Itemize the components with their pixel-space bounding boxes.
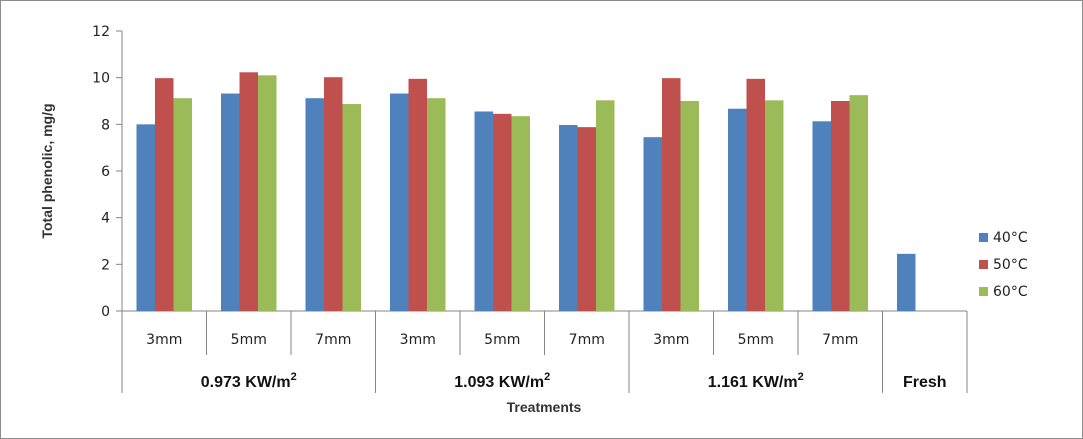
bar <box>155 78 174 311</box>
bar <box>559 125 578 312</box>
bar-layer <box>136 72 916 312</box>
bar <box>493 113 512 311</box>
bar <box>258 75 277 311</box>
bar <box>831 101 850 311</box>
x-tick-label: 5mm <box>738 332 774 348</box>
y-tick-label: 6 <box>101 164 110 180</box>
y-axis-title: Total phenolic, mg/g <box>39 103 55 238</box>
y-tick-label: 12 <box>92 24 110 40</box>
bar <box>173 98 192 311</box>
legend-label: 60°C <box>993 284 1028 300</box>
legend-swatch <box>979 287 988 296</box>
bar <box>728 108 747 311</box>
bar <box>390 93 409 312</box>
x-tick-label: 7mm <box>822 332 858 348</box>
bar <box>408 78 427 311</box>
legend-swatch <box>979 260 988 269</box>
x-tick-label: 5mm <box>231 332 267 348</box>
bar <box>897 253 916 311</box>
x-tick-label: 7mm <box>315 332 351 348</box>
bar <box>342 104 361 312</box>
bar <box>474 111 493 311</box>
x-tick-label: 3mm <box>400 332 436 348</box>
bar <box>662 78 681 311</box>
bar <box>643 137 662 311</box>
group-label: 0.973 KW/m2 <box>201 371 297 391</box>
x-tick-label: 3mm <box>146 332 182 348</box>
legend-label: 40°C <box>993 230 1028 246</box>
bar <box>746 78 765 311</box>
bar <box>221 93 240 312</box>
x-axis-title: Treatments <box>507 399 582 415</box>
legend-swatch <box>979 233 988 242</box>
bar <box>305 98 324 311</box>
legend-label: 50°C <box>993 257 1028 273</box>
y-tick-label: 4 <box>101 211 110 227</box>
x-tick-label: 3mm <box>653 332 689 348</box>
x-tick-label: 7mm <box>569 332 605 348</box>
bar <box>680 101 699 311</box>
bar <box>577 127 596 311</box>
bar <box>239 72 258 311</box>
legend: 40°C 50°C 60°C <box>979 230 1028 300</box>
group-label: 1.161 KW/m2 <box>708 371 804 391</box>
bar <box>849 95 868 312</box>
bar <box>427 98 446 311</box>
group-label: Fresh <box>903 374 947 391</box>
bar <box>324 77 343 311</box>
group-label: 1.093 KW/m2 <box>454 371 550 391</box>
bar <box>765 100 784 311</box>
x-tick-label: 5mm <box>484 332 520 348</box>
bar <box>511 116 530 312</box>
label-layer: 0 2 4 6 8 10 12 3mm 5mm 7mm 3mm 5mm 7mm 3mm 5mm 7mm 0.97… <box>92 24 946 391</box>
bar <box>596 100 615 311</box>
y-tick-label: 2 <box>101 257 110 273</box>
y-tick-label: 8 <box>101 117 110 133</box>
y-tick-label: 10 <box>92 71 110 87</box>
bar <box>812 121 831 311</box>
bar <box>136 124 155 311</box>
y-tick-label: 0 <box>101 304 110 320</box>
